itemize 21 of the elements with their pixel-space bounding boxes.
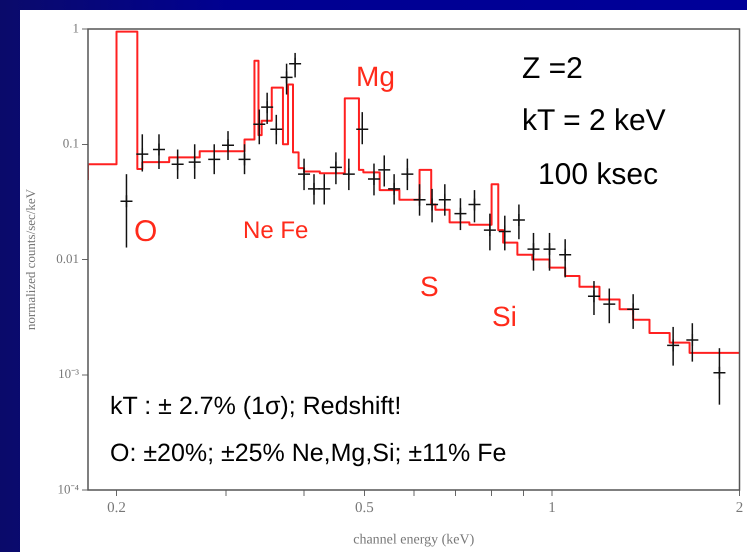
annotation: 100 ksec xyxy=(538,158,658,191)
annotation: Ne Fe xyxy=(243,217,308,244)
x-tick-label: 1 xyxy=(548,500,556,516)
annotation: O: ±20%; ±25% Ne,Mg,Si; ±11% Fe xyxy=(110,439,506,468)
y-tick-label: 10⁻⁴ xyxy=(57,481,80,496)
annotation: S xyxy=(420,271,439,303)
x-tick-label: 0.2 xyxy=(107,500,126,516)
annotation: O xyxy=(134,215,158,248)
annotation: kT : ± 2.7% (1σ); Redshift! xyxy=(110,392,402,420)
y-tick-label: 0.1 xyxy=(62,136,79,151)
annotation: Mg xyxy=(356,61,395,93)
y-tick-label: 0.01 xyxy=(56,250,79,266)
y-tick-label: 10⁻³ xyxy=(58,366,80,382)
x-axis-title: channel energy (keV) xyxy=(353,532,475,548)
x-tick-label: 2 xyxy=(736,500,744,516)
annotation: kT = 2 keV xyxy=(522,104,666,137)
y-tick-label: 1 xyxy=(72,20,79,36)
annotation: Si xyxy=(492,301,517,333)
y-axis-title: normalized counts/sec/keV xyxy=(23,188,38,330)
annotation: Z =2 xyxy=(522,52,583,85)
x-tick-label: 0.5 xyxy=(355,500,374,516)
